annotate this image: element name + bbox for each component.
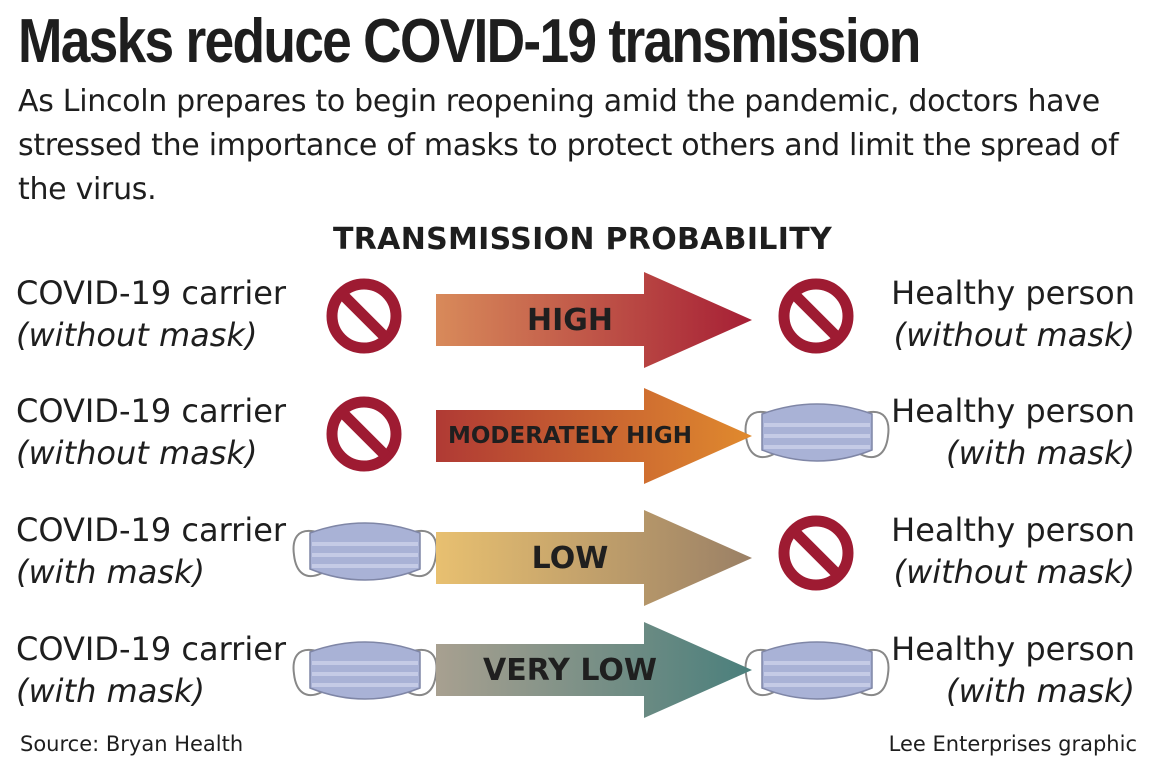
intro-text: As Lincoln prepares to begin reopening a… [18,84,1119,207]
face-mask-icon [742,630,892,714]
section-heading: TRANSMISSION PROBABILITY [333,222,832,257]
person-mask-status: (with mask) [945,672,1135,710]
headline: Masks reduce COVID-19 transmission [18,7,921,76]
face-mask-icon [290,511,440,595]
probability-arrow: HIGH [436,272,752,368]
carrier-label: COVID-19 carrier (with mask) [16,509,286,593]
carrier-name: COVID-19 carrier [16,630,287,668]
healthy-person-label: Healthy person (without mask) [891,509,1135,593]
carrier-label: COVID-19 carrier (with mask) [16,628,286,712]
healthy-person-label: Healthy person (with mask) [891,390,1135,474]
carrier-label: COVID-19 carrier (without mask) [16,272,286,356]
carrier-name: COVID-19 carrier [16,392,287,430]
person-name: Healthy person [891,274,1135,312]
transmission-row: COVID-19 carrier (with mask) Healthy perso… [0,509,1165,619]
probability-arrow: LOW [436,510,752,606]
carrier-name: COVID-19 carrier [16,274,287,312]
transmission-row: COVID-19 carrier (with mask) Healthy perso… [0,622,1165,738]
probability-label: HIGH [526,302,613,338]
transmission-row: COVID-19 carrier (without mask) Healthy pe… [0,388,1165,500]
carrier-mask-status: (with mask) [16,553,206,591]
healthy-person-label: Healthy person (with mask) [891,628,1135,712]
no-mask-icon [776,513,856,593]
probability-label: LOW [531,540,609,576]
person-mask-status: (without mask) [893,553,1135,591]
source-credit: Source: Bryan Health [20,732,244,756]
carrier-mask-status: (without mask) [16,434,258,472]
probability-arrow: MODERATELY HIGH [436,388,752,484]
probability-label: VERY LOW [483,652,657,688]
carrier-name: COVID-19 carrier [16,511,287,549]
healthy-person-label: Healthy person (without mask) [891,272,1135,356]
no-mask-icon [776,276,856,356]
face-mask-icon [290,630,440,714]
face-mask-icon [742,392,892,476]
person-mask-status: (with mask) [945,434,1135,472]
carrier-mask-status: (without mask) [16,316,258,354]
no-mask-icon [324,394,404,474]
person-name: Healthy person [891,392,1135,430]
person-mask-status: (without mask) [893,316,1135,354]
person-name: Healthy person [891,630,1135,668]
carrier-label: COVID-19 carrier (without mask) [16,390,286,474]
person-name: Healthy person [891,511,1135,549]
graphic-credit: Lee Enterprises graphic [888,732,1137,756]
transmission-row: COVID-19 carrier (without mask) Healthy pe… [0,272,1165,382]
probability-label: MODERATELY HIGH [447,423,693,449]
no-mask-icon [324,276,404,356]
probability-arrow: VERY LOW [436,622,752,718]
carrier-mask-status: (with mask) [16,672,206,710]
